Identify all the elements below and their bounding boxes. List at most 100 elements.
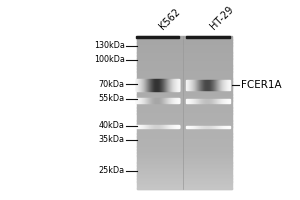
Bar: [136, 46, 232, 47]
Bar: [136, 76, 232, 77]
Bar: [136, 100, 232, 101]
Bar: [136, 184, 232, 185]
Bar: [136, 143, 232, 144]
Bar: [136, 171, 232, 172]
Bar: [136, 94, 232, 95]
Bar: [136, 68, 232, 69]
Bar: [136, 175, 232, 176]
Bar: [136, 163, 232, 164]
Bar: [136, 117, 232, 118]
Bar: [136, 62, 232, 63]
Bar: [136, 125, 232, 126]
Bar: [136, 179, 232, 180]
Bar: [136, 52, 232, 53]
Bar: [136, 77, 232, 78]
Text: K562: K562: [158, 7, 182, 32]
Bar: [136, 92, 232, 93]
Bar: [136, 36, 179, 38]
Bar: [136, 58, 232, 59]
Bar: [136, 145, 232, 146]
Bar: [136, 119, 232, 120]
Bar: [136, 166, 232, 167]
Bar: [136, 52, 232, 53]
Bar: [136, 44, 232, 45]
Bar: [136, 41, 232, 42]
Bar: [136, 151, 232, 152]
Bar: [136, 188, 232, 189]
Bar: [136, 103, 232, 104]
Bar: [136, 157, 232, 158]
Bar: [136, 108, 232, 109]
Bar: [136, 160, 232, 161]
Bar: [136, 161, 232, 162]
Bar: [136, 63, 232, 64]
Bar: [136, 120, 232, 121]
Bar: [136, 153, 232, 154]
Text: 35kDa: 35kDa: [99, 135, 125, 144]
Bar: [136, 126, 232, 127]
Bar: [136, 147, 232, 148]
Bar: [136, 138, 232, 139]
Bar: [136, 49, 232, 50]
Bar: [136, 156, 232, 157]
Bar: [136, 81, 232, 82]
Bar: [136, 152, 232, 153]
Bar: [136, 135, 232, 136]
Bar: [136, 95, 232, 96]
Bar: [136, 58, 232, 59]
Bar: [136, 47, 232, 48]
Bar: [136, 42, 232, 43]
Bar: [136, 38, 232, 39]
Text: HT-29: HT-29: [208, 5, 235, 32]
Bar: [136, 149, 232, 150]
Bar: [136, 86, 232, 87]
Bar: [136, 118, 232, 119]
Bar: [136, 104, 232, 105]
Bar: [136, 113, 232, 114]
Bar: [136, 59, 232, 60]
Bar: [136, 188, 232, 189]
Bar: [136, 127, 232, 128]
Bar: [136, 57, 232, 58]
Bar: [136, 120, 232, 121]
Bar: [136, 139, 232, 140]
Bar: [136, 187, 232, 188]
Bar: [136, 110, 232, 111]
Bar: [136, 90, 232, 91]
Bar: [136, 181, 232, 182]
Bar: [136, 142, 232, 143]
Bar: [136, 82, 232, 83]
Bar: [136, 136, 232, 137]
Text: 25kDa: 25kDa: [99, 166, 125, 175]
Bar: [136, 87, 232, 88]
Bar: [136, 178, 232, 179]
Bar: [136, 144, 232, 145]
Bar: [136, 155, 232, 156]
Bar: [136, 115, 232, 116]
Bar: [136, 72, 232, 73]
Bar: [136, 154, 232, 155]
Bar: [136, 181, 232, 182]
Bar: [136, 150, 232, 151]
Bar: [136, 124, 232, 125]
Text: 70kDa: 70kDa: [99, 80, 125, 89]
Bar: [136, 152, 232, 153]
Bar: [136, 74, 232, 75]
Bar: [136, 159, 232, 160]
Bar: [136, 83, 232, 84]
Bar: [136, 60, 232, 61]
Bar: [136, 96, 232, 97]
Bar: [136, 97, 232, 98]
Bar: [136, 130, 232, 131]
Bar: [136, 66, 232, 67]
Bar: [136, 39, 232, 40]
Bar: [136, 177, 232, 178]
Bar: [136, 172, 232, 173]
Bar: [136, 40, 232, 41]
Bar: [136, 173, 232, 174]
Bar: [136, 168, 232, 169]
Bar: [136, 93, 232, 94]
Bar: [136, 182, 232, 183]
Bar: [136, 70, 232, 71]
Bar: [136, 64, 232, 65]
